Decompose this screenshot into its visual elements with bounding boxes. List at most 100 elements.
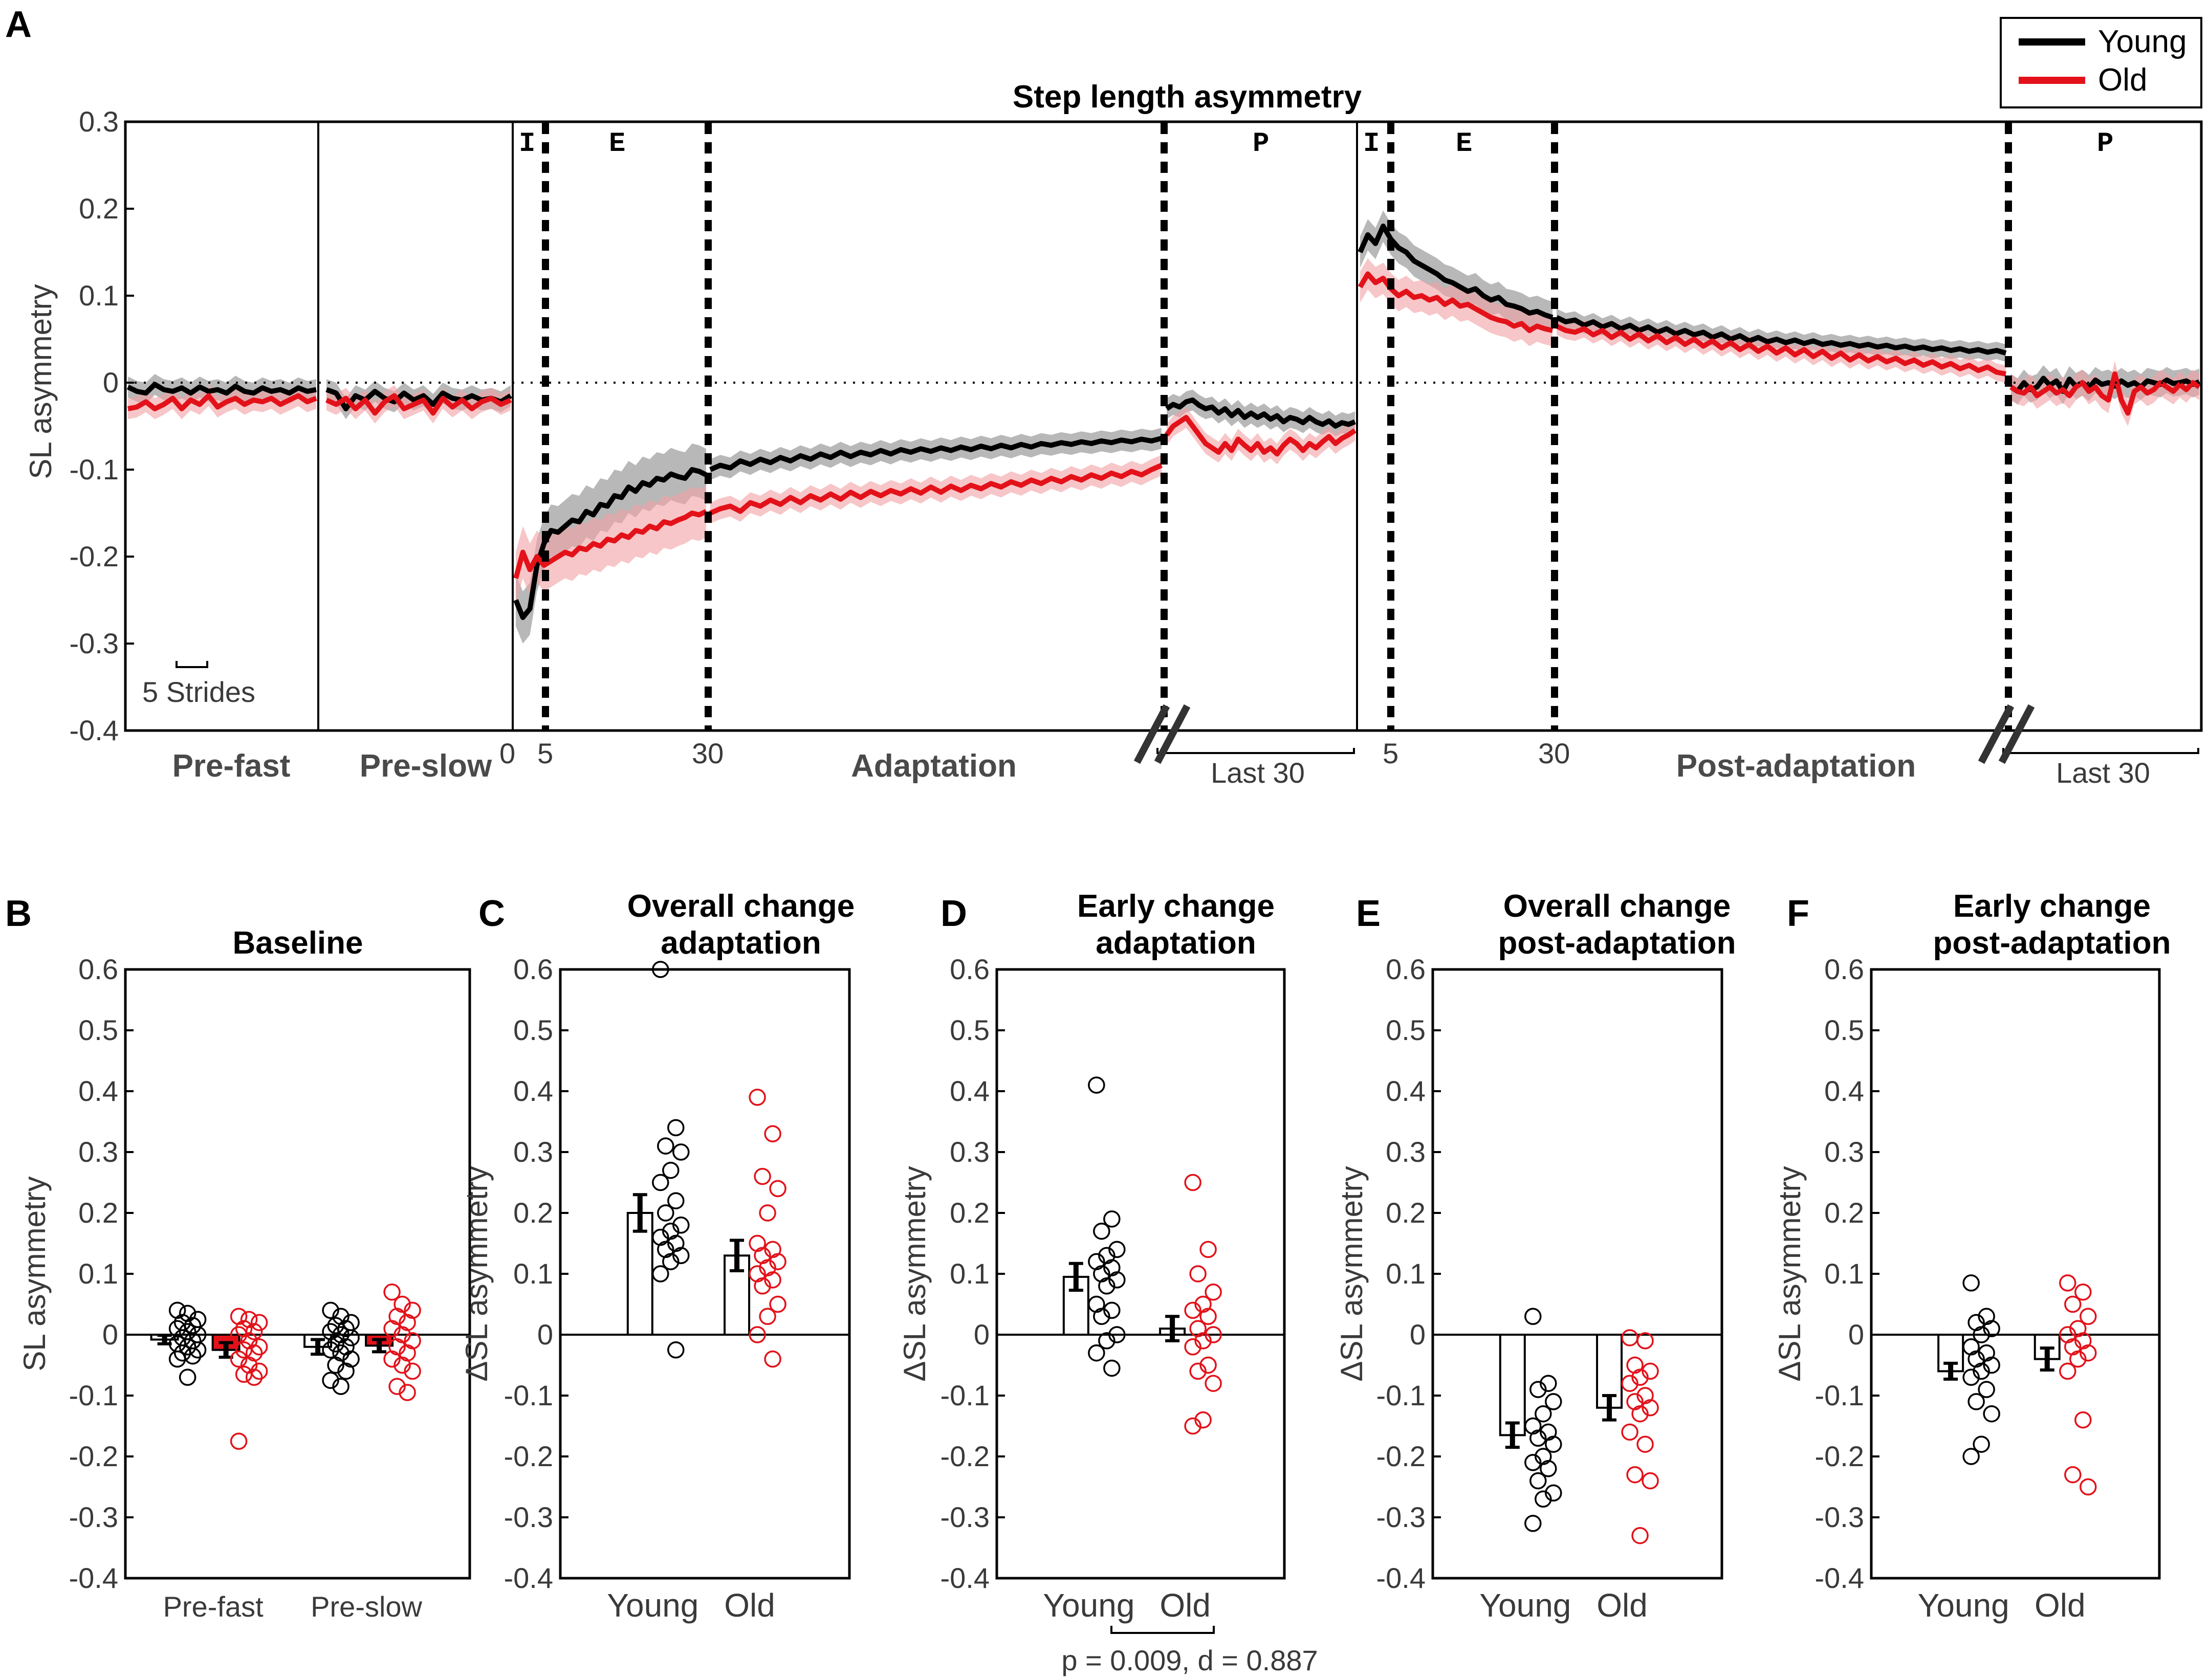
panel-letter-d: D [941, 893, 967, 934]
panel-b-ytick: -0.3 [69, 1501, 119, 1533]
panel-b-ytick: 0.6 [78, 953, 118, 985]
panel-c-ytick: 0.1 [513, 1257, 553, 1290]
data-point-old [230, 1326, 248, 1343]
data-point-old [250, 1314, 268, 1331]
data-point-young [1093, 1308, 1110, 1325]
panel-f-category-label: Young [1918, 1587, 2009, 1624]
panel-c-ytick: 0.5 [513, 1014, 553, 1046]
panel-a-ytick: 0.1 [79, 279, 119, 312]
line-old-adaptation-late [709, 462, 1163, 516]
data-point-old [1199, 1241, 1217, 1258]
data-point-young [667, 1119, 685, 1137]
band-old-adaptation-early [516, 485, 706, 605]
panel-c-category-label: Old [724, 1587, 775, 1624]
phase-label-plateau-adapt: P [1253, 128, 1269, 160]
panel-b-ytick: -0.2 [69, 1440, 119, 1472]
panel-f-ytick: 0.5 [1824, 1014, 1864, 1046]
data-point-old [2069, 1350, 2087, 1368]
data-point-young [1983, 1405, 2000, 1423]
panel-e-ytick: -0.3 [1376, 1501, 1426, 1533]
data-point-old [1189, 1362, 1207, 1380]
data-point-old [764, 1125, 781, 1143]
panel-b-category-label: Pre-fast [163, 1590, 264, 1623]
panel-f-ytick: 0.3 [1824, 1136, 1864, 1168]
line-old-adaptation-early [513, 509, 708, 579]
data-point-old [245, 1368, 263, 1386]
panel-c-ytick: 0 [537, 1318, 553, 1351]
data-point-old [1626, 1466, 1644, 1484]
data-point-young [1973, 1362, 1990, 1380]
data-point-young [327, 1356, 344, 1374]
data-point-young [332, 1378, 349, 1395]
panel-d-ytick: -0.4 [941, 1562, 990, 1594]
data-point-young [1108, 1271, 1126, 1289]
data-point-old [1636, 1332, 1654, 1350]
panel-c-ytick: -0.2 [504, 1440, 554, 1472]
panel-a-plot [125, 121, 2201, 732]
data-point-old [230, 1350, 248, 1368]
bar-young [1499, 1334, 1526, 1436]
axis-break-post [1978, 704, 2035, 764]
data-point-young [1103, 1359, 1121, 1377]
panel-letter-c: C [478, 893, 505, 934]
data-point-old [1642, 1472, 1659, 1490]
data-point-young [1098, 1332, 1116, 1350]
data-point-young [1535, 1405, 1552, 1423]
data-point-young [652, 961, 669, 978]
data-point-young [657, 1204, 674, 1222]
panel-f-ytick: 0.1 [1824, 1257, 1864, 1290]
panel-f-title-line2: post-adaptation [1933, 925, 2171, 961]
panel-f-ytick: 0.6 [1824, 953, 1864, 985]
data-point-young [179, 1368, 196, 1386]
data-point-old [769, 1180, 786, 1198]
legend: Young Old [2000, 17, 2202, 108]
panel-b-ytick: -0.4 [69, 1562, 119, 1594]
data-point-old [1184, 1301, 1201, 1319]
band-old-post-last30 [2011, 361, 2199, 426]
data-point-old [383, 1350, 401, 1368]
data-point-old [1621, 1423, 1638, 1441]
line-young-post-last30 [2009, 375, 2200, 394]
panel-e-category-label: Young [1479, 1587, 1571, 1624]
phase-label-initial-post: I [1363, 128, 1380, 160]
panel-c-ytick: 0.4 [513, 1075, 553, 1107]
data-point-old [1631, 1405, 1649, 1423]
last30-bracket-line [2002, 748, 2199, 754]
data-point-old [2074, 1283, 2092, 1301]
panel-b-ytick: 0.5 [78, 1014, 118, 1046]
data-point-young [662, 1161, 680, 1179]
axis-break-mark [1154, 704, 1191, 764]
data-point-young [662, 1253, 680, 1270]
panel-f-ytick: 0.2 [1824, 1197, 1864, 1229]
data-point-old [393, 1356, 411, 1374]
data-point-old [1184, 1174, 1201, 1191]
data-point-young [1098, 1277, 1116, 1295]
panel-d-ytick: 0.6 [950, 953, 990, 985]
data-point-young [327, 1317, 344, 1334]
panel-d-ylabel: ΔSL asymmetry [898, 1166, 932, 1381]
data-point-young [1529, 1429, 1547, 1447]
panel-d-ytick: 0.1 [950, 1257, 990, 1290]
panel-f-ytick: -0.4 [1815, 1562, 1865, 1594]
panel-a-ytick: -0.3 [70, 627, 119, 659]
panel-d-title-line2: adaptation [1096, 925, 1256, 961]
last30-bracket-adapt: Last 30 [1156, 748, 1355, 789]
last30-bracket-line [1156, 748, 1355, 754]
data-point-old [754, 1167, 771, 1185]
data-point-young [1962, 1274, 1980, 1292]
line-young-post-late [1555, 315, 2007, 356]
line-old-pre-slow [325, 393, 512, 416]
panel-e-ylabel: ΔSL asymmetry [1335, 1166, 1369, 1381]
data-point-old [1199, 1308, 1217, 1325]
data-point-young [1524, 1454, 1542, 1471]
data-point-old [759, 1204, 776, 1222]
data-point-old [1642, 1362, 1659, 1380]
panel-c-ytick: 0.2 [513, 1197, 553, 1229]
data-point-young [1524, 1515, 1542, 1532]
data-point-old [1199, 1356, 1217, 1374]
data-point-old [2059, 1274, 2076, 1292]
last30-bracket-post: Last 30 [2002, 748, 2199, 789]
axis-break-mark [1133, 704, 1170, 764]
data-point-young [1962, 1368, 1980, 1386]
scale-bar-bracket [176, 661, 208, 668]
